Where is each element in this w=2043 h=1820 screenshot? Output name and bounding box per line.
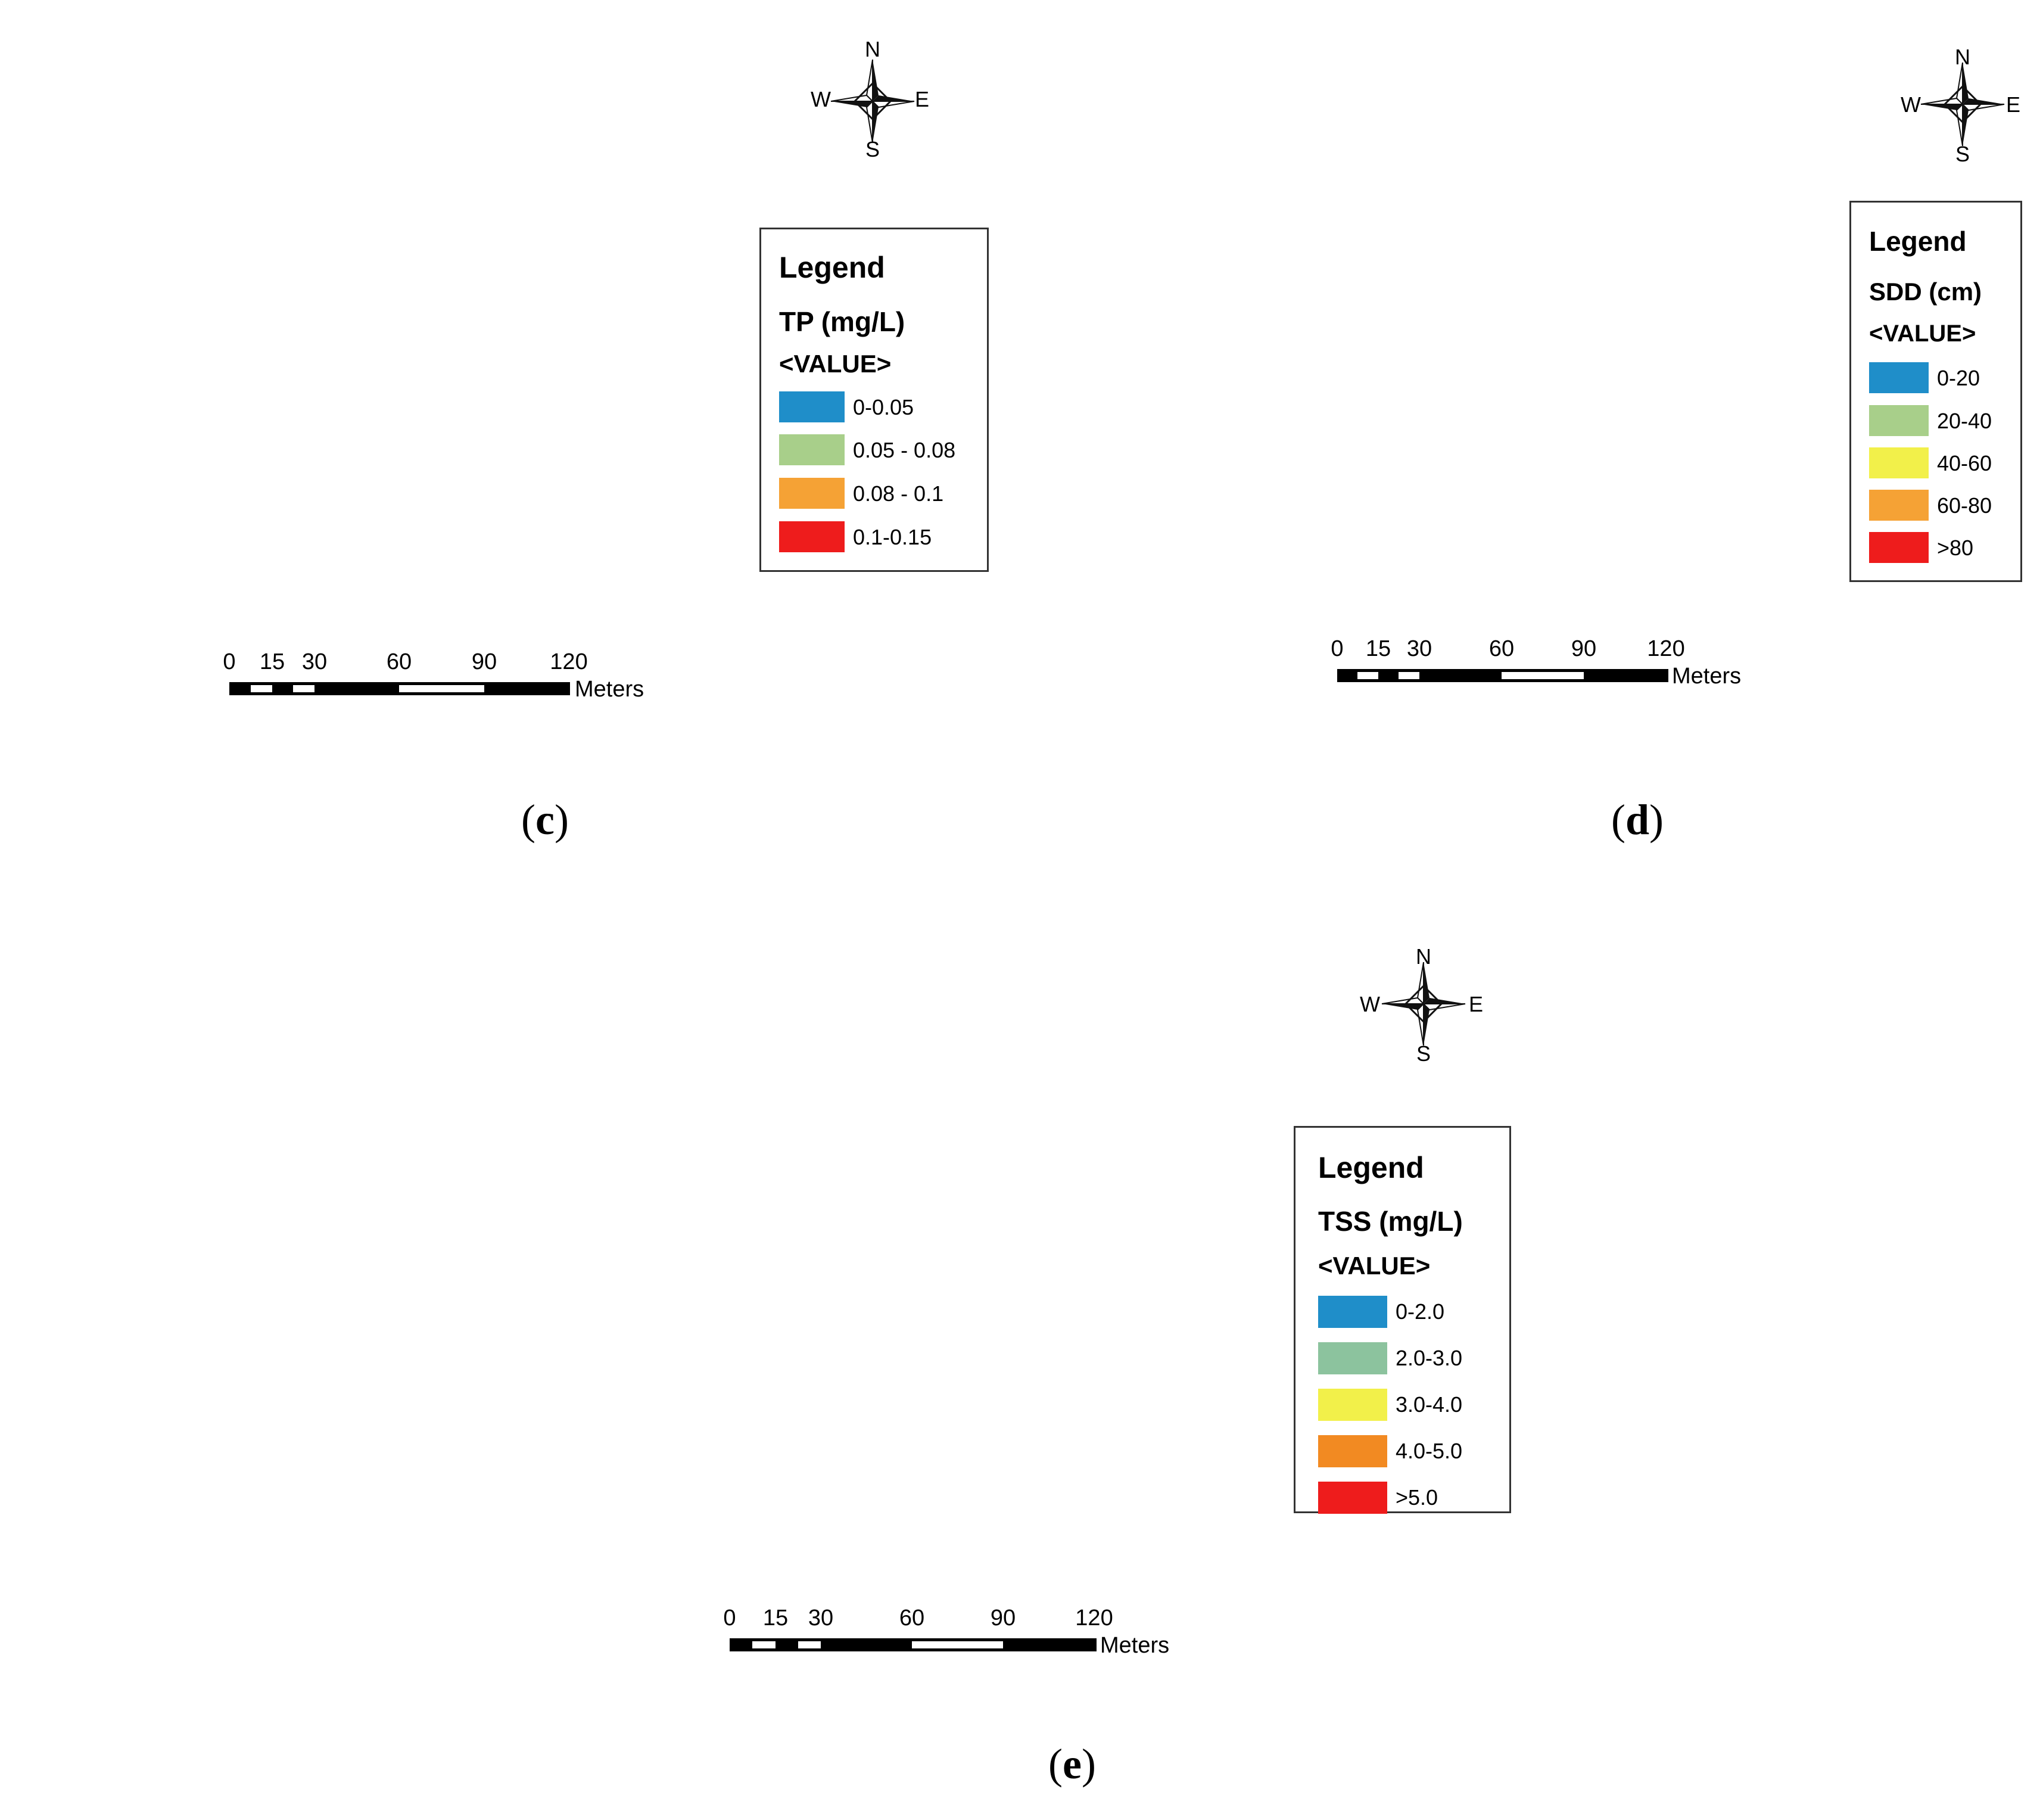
legend-class-label: 0.1-0.15 [853, 525, 932, 549]
panel-e: N S W E Legend TSS (mg/L) <VALUE> 0-2.0 … [0, 858, 2043, 1820]
compass-south-label: S [1416, 1041, 1431, 1066]
scale-tick-label: 120 [1647, 636, 1685, 661]
legend-value-heading: <VALUE> [1869, 321, 1976, 347]
scale-tick-label: 0 [723, 1606, 736, 1631]
scale-tick-label: 30 [1406, 636, 1432, 661]
legend-title: Legend [1318, 1151, 1424, 1184]
tp-raster-map [30, 54, 715, 566]
panel-d: N S W E Legend SDD (cm) <VALUE> 0-20 20-… [1022, 0, 2043, 858]
legend-title: Legend [779, 251, 885, 284]
compass-west-label: W [811, 87, 831, 111]
scale-bar: 0 15 30 60 90 120 Meters [1331, 636, 1766, 689]
panel-label-d: (d) [1611, 796, 1664, 844]
compass-south-label: S [865, 137, 880, 161]
scale-tick-label: 15 [762, 1606, 789, 1631]
scale-tick-label: 90 [990, 1606, 1016, 1631]
legend-swatch [1318, 1296, 1387, 1328]
legend-swatch [1869, 447, 1929, 478]
compass-east-label: E [2005, 92, 2021, 117]
legend-swatch [1318, 1389, 1387, 1421]
panel-label-e: (e) [1048, 1740, 1096, 1788]
legend-class-label: 2.0-3.0 [1396, 1346, 1463, 1370]
legend-title: Legend [1869, 226, 1967, 257]
scale-tick-label: 0 [223, 649, 236, 674]
compass-east-label: E [1468, 992, 1484, 1016]
scale-tick-label: 30 [301, 649, 328, 674]
legend-class-label: >80 [1937, 536, 1974, 560]
compass-west-label: W [1360, 992, 1380, 1016]
legend-value-heading: <VALUE> [1318, 1252, 1431, 1280]
tp-legend: Legend TP (mg/L) <VALUE> 0-0.05 0.05 - 0… [759, 228, 989, 572]
scale-tick-label: 120 [550, 649, 588, 674]
legend-swatch [1869, 490, 1929, 521]
panel-c: N S W E Legend TP (mg/L) <VALUE> 0-0.05 … [0, 0, 1022, 858]
legend-swatch [1869, 362, 1929, 393]
legend-field-name: TSS (mg/L) [1318, 1206, 1463, 1237]
legend-value-heading: <VALUE> [779, 350, 892, 378]
tss-legend: Legend TSS (mg/L) <VALUE> 0-2.0 2.0-3.0 … [1294, 1126, 1511, 1514]
legend-swatch [1318, 1482, 1387, 1514]
compass-west-label: W [1901, 92, 1921, 117]
scale-bar: 0 15 30 60 90 120 Meters [723, 1606, 1206, 1658]
compass-north-label: N [865, 37, 880, 61]
scale-tick-label: 120 [1075, 1606, 1113, 1631]
legend-class-label: 40-60 [1937, 451, 1992, 475]
scale-tick-label: 15 [1365, 636, 1391, 661]
legend-swatch [779, 521, 845, 552]
sdd-legend: Legend SDD (cm) <VALUE> 0-20 20-40 40-60… [1849, 201, 2022, 582]
scale-tick-label: 60 [899, 1606, 925, 1631]
legend-class-label: 0-2.0 [1396, 1299, 1445, 1324]
legend-swatch [779, 391, 845, 422]
legend-swatch [779, 434, 845, 465]
legend-field-name: TP (mg/L) [779, 306, 905, 337]
legend-class-label: 0.08 - 0.1 [853, 481, 944, 506]
legend-class-label: 0-0.05 [853, 395, 914, 419]
scale-unit-label: Meters [575, 677, 644, 702]
scale-bar-graphic [730, 1638, 1097, 1651]
scale-unit-label: Meters [1672, 664, 1742, 689]
scale-tick-label: 30 [808, 1606, 834, 1631]
scale-tick-label: 60 [386, 649, 412, 674]
legend-class-label: 0-20 [1937, 366, 1980, 390]
compass-east-label: E [914, 87, 930, 111]
legend-class-label: 0.05 - 0.08 [853, 438, 956, 462]
scale-tick-label: 60 [1488, 636, 1515, 661]
legend-swatch [1318, 1435, 1387, 1467]
legend-class-label: 3.0-4.0 [1396, 1392, 1463, 1417]
scale-tick-label: 90 [471, 649, 497, 674]
compass-north-label: N [1416, 944, 1431, 969]
legend-class-label: >5.0 [1396, 1485, 1438, 1510]
legend-class-label: 60-80 [1937, 493, 1992, 518]
legend-swatch [779, 478, 845, 509]
tss-raster-map [533, 989, 1218, 1501]
scale-unit-label: Meters [1100, 1633, 1170, 1658]
compass-north-label: N [1955, 45, 1970, 69]
scale-tick-label: 90 [1571, 636, 1597, 661]
scale-tick-label: 0 [1331, 636, 1344, 661]
legend-class-label: 20-40 [1937, 409, 1992, 433]
panel-label-c: (c) [521, 796, 569, 844]
legend-swatch [1318, 1342, 1387, 1374]
legend-field-name: SDD (cm) [1869, 278, 1982, 306]
scale-tick-label: 15 [259, 649, 285, 674]
compass-south-label: S [1955, 142, 1970, 166]
sdd-raster-map [1161, 57, 1846, 569]
legend-swatch [1869, 405, 1929, 436]
scale-bar-graphic [1337, 669, 1668, 682]
scale-bar: 0 15 30 60 90 120 Meters [223, 649, 658, 702]
legend-class-label: 4.0-5.0 [1396, 1439, 1463, 1463]
legend-swatch [1869, 532, 1929, 563]
scale-bar-graphic [229, 682, 570, 695]
